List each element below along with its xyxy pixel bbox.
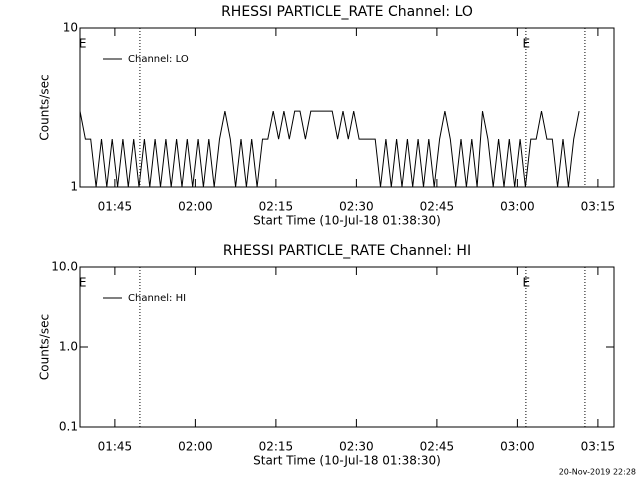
y-tick-label: 10.0: [51, 260, 78, 274]
x-tick-label: 02:30: [339, 200, 374, 214]
x-tick-label: 01:45: [98, 200, 133, 214]
x-tick-label: 02:15: [259, 440, 294, 454]
event-label: E: [523, 276, 531, 290]
x-tick-label: 03:15: [581, 200, 616, 214]
plot-frame: [79, 27, 615, 188]
x-tick-label: 02:15: [259, 200, 294, 214]
x-tick-label: 02:00: [178, 440, 213, 454]
y-tick-label: 10: [63, 21, 78, 35]
y-axis-title: Counts/sec: [38, 314, 52, 380]
chart-title: RHESSI PARTICLE_RATE Channel: LO: [221, 4, 473, 20]
x-tick-label: 02:00: [178, 200, 213, 214]
y-tick-label: 0.1: [59, 420, 78, 434]
x-tick-label: 03:15: [581, 440, 616, 454]
legend-label: Channel: LO: [128, 54, 189, 65]
x-tick-label: 03:00: [500, 440, 535, 454]
x-axis-title: Start Time (10-Jul-18 01:38:30): [253, 454, 441, 468]
y-tick-label: 1: [70, 180, 78, 194]
y-tick-label: 1.0: [59, 340, 78, 354]
x-tick-label: 01:45: [98, 440, 133, 454]
event-label: E: [523, 37, 531, 51]
chart-title: RHESSI PARTICLE_RATE Channel: HI: [223, 243, 471, 259]
event-label: E: [79, 37, 87, 51]
x-tick-label: 02:45: [420, 440, 455, 454]
footer: 20-Nov-2019 22:28: [559, 468, 636, 477]
y-axis-title: Counts/sec: [38, 74, 52, 140]
event-label: E: [79, 276, 87, 290]
data-line: [79, 110, 580, 188]
x-tick-label: 02:45: [420, 200, 455, 214]
legend-label: Channel: HI: [128, 293, 186, 304]
x-tick-label: 02:30: [339, 440, 374, 454]
x-tick-label: 03:00: [500, 200, 535, 214]
x-axis-title: Start Time (10-Jul-18 01:38:30): [253, 214, 441, 228]
